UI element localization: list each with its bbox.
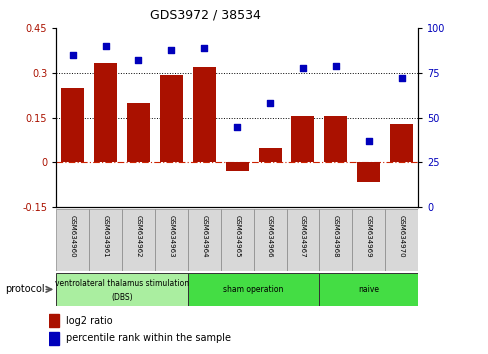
Text: GSM634967: GSM634967 xyxy=(299,215,305,258)
Bar xyxy=(351,209,385,271)
Bar xyxy=(385,209,417,271)
Bar xyxy=(319,273,417,306)
Bar xyxy=(61,88,84,162)
Text: GDS3972 / 38534: GDS3972 / 38534 xyxy=(150,9,260,22)
Bar xyxy=(89,209,122,271)
Text: log2 ratio: log2 ratio xyxy=(65,316,112,326)
Bar xyxy=(319,209,351,271)
Text: GSM634964: GSM634964 xyxy=(201,215,207,258)
Text: naive: naive xyxy=(358,285,379,294)
Text: GSM634970: GSM634970 xyxy=(398,215,404,258)
Text: protocol: protocol xyxy=(5,284,44,295)
Bar xyxy=(225,162,248,171)
Bar xyxy=(94,63,117,162)
Text: GSM634969: GSM634969 xyxy=(365,215,371,258)
Bar xyxy=(155,209,187,271)
Point xyxy=(167,47,175,53)
Text: GSM634960: GSM634960 xyxy=(70,215,76,258)
Bar xyxy=(49,314,59,327)
Text: GSM634968: GSM634968 xyxy=(332,215,338,258)
Text: (DBS): (DBS) xyxy=(111,293,133,302)
Text: GSM634963: GSM634963 xyxy=(168,215,174,258)
Bar xyxy=(286,209,319,271)
Bar xyxy=(291,116,314,162)
Bar xyxy=(160,74,183,162)
Text: GSM634966: GSM634966 xyxy=(266,215,272,258)
Bar xyxy=(357,162,380,182)
Point xyxy=(200,45,208,51)
Point xyxy=(134,58,142,63)
Bar xyxy=(253,209,286,271)
Point xyxy=(331,63,339,69)
Bar xyxy=(122,209,155,271)
Text: GSM634962: GSM634962 xyxy=(135,215,141,258)
Text: GSM634965: GSM634965 xyxy=(234,215,240,258)
Bar xyxy=(258,148,281,162)
Point xyxy=(265,101,273,106)
Bar xyxy=(192,67,215,162)
Point xyxy=(364,138,372,144)
Bar xyxy=(56,209,89,271)
Text: sham operation: sham operation xyxy=(223,285,283,294)
Point xyxy=(69,52,77,58)
Bar xyxy=(127,103,150,162)
Point xyxy=(397,75,405,81)
Point xyxy=(233,124,241,130)
Point xyxy=(102,44,109,49)
Text: ventrolateral thalamus stimulation: ventrolateral thalamus stimulation xyxy=(55,279,189,288)
Text: percentile rank within the sample: percentile rank within the sample xyxy=(65,333,230,343)
Bar xyxy=(389,124,412,162)
Bar xyxy=(49,332,59,345)
Bar xyxy=(187,273,319,306)
Bar xyxy=(324,116,346,162)
Bar xyxy=(56,273,187,306)
Bar xyxy=(187,209,220,271)
Bar xyxy=(220,209,253,271)
Text: GSM634961: GSM634961 xyxy=(102,215,108,258)
Point xyxy=(299,65,306,70)
